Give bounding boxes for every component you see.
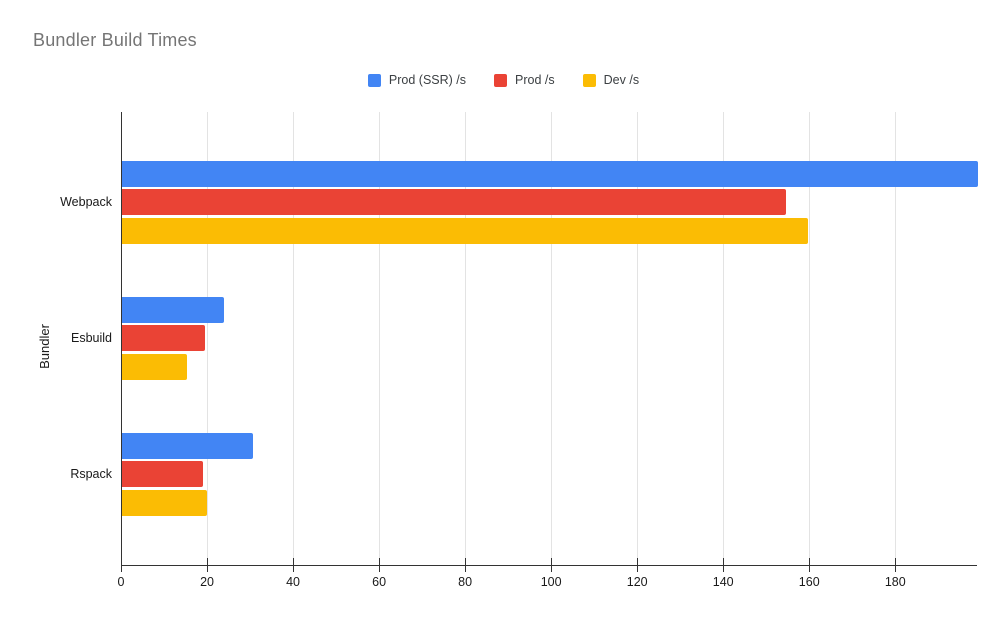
gridline (809, 112, 811, 565)
legend-item-dev[interactable]: Dev /s (582, 73, 640, 87)
x-tick-label: 160 (798, 575, 820, 589)
gridline (207, 112, 209, 565)
bar-esbuild-prod-s[interactable] (122, 325, 206, 351)
legend-swatch-dev (582, 73, 596, 87)
gridline (723, 112, 725, 565)
x-tick-mark (895, 558, 897, 572)
x-tick-mark (637, 558, 639, 572)
x-tick-mark (809, 558, 811, 572)
x-tick-mark (465, 558, 467, 572)
plot-area: 0 20 40 60 80 100 120 140 160 180 Webpack Esbuild Rs… (60, 112, 978, 589)
x-tick-label: 20 (200, 575, 214, 589)
x-tick-label: 180 (884, 575, 906, 589)
x-tick-label: 40 (286, 575, 300, 589)
x-tick-label: 140 (712, 575, 734, 589)
legend-swatch-prod (494, 73, 508, 87)
gridline (293, 112, 295, 565)
bar-webpack-prod-ssr-s[interactable] (122, 160, 978, 187)
category-label-rspack: Rspack (70, 467, 112, 481)
x-tick-label: 100 (540, 575, 562, 589)
x-tick-label: 120 (626, 575, 648, 589)
legend-label: Prod /s (515, 73, 555, 87)
legend: Prod (SSR) /s Prod /s Dev /s (0, 70, 1007, 90)
gridline (379, 112, 381, 565)
legend-item-prod-ssr[interactable]: Prod (SSR) /s (367, 73, 467, 87)
legend-label: Dev /s (603, 73, 640, 87)
bar-esbuild-prod-ssr-s[interactable] (122, 296, 225, 323)
y-axis-title: Bundler (36, 324, 52, 369)
x-tick-label: 60 (372, 575, 387, 589)
x-tick-mark (723, 558, 725, 572)
category-label-esbuild: Esbuild (71, 331, 112, 345)
legend-label: Prod (SSR) /s (388, 73, 467, 87)
bar-rspack-prod-ssr-s[interactable] (122, 432, 254, 459)
bar-esbuild-dev-s[interactable] (122, 353, 187, 380)
bar-rspack-dev-s[interactable] (122, 489, 207, 516)
gridline (895, 112, 897, 565)
bar-webpack-prod-s[interactable] (122, 189, 787, 215)
x-tick-label: 80 (458, 575, 473, 589)
bar-webpack-dev-s[interactable] (122, 217, 809, 244)
x-tick-mark (551, 558, 553, 572)
gridline (637, 112, 639, 565)
x-tick-mark (121, 558, 122, 572)
x-tick-mark (207, 558, 209, 572)
chart-title: Bundler Build Times (33, 30, 197, 50)
x-tick-mark (293, 558, 295, 572)
x-tick-mark (379, 558, 381, 572)
x-tick-label: 0 (117, 575, 125, 589)
legend-swatch-prod-ssr (367, 73, 381, 87)
zero-baseline (121, 112, 122, 572)
bar-rspack-prod-s[interactable] (122, 461, 203, 487)
category-label-webpack: Webpack (60, 195, 112, 209)
gridline (551, 112, 553, 565)
legend-item-prod[interactable]: Prod /s (494, 73, 555, 87)
gridline (465, 112, 467, 565)
